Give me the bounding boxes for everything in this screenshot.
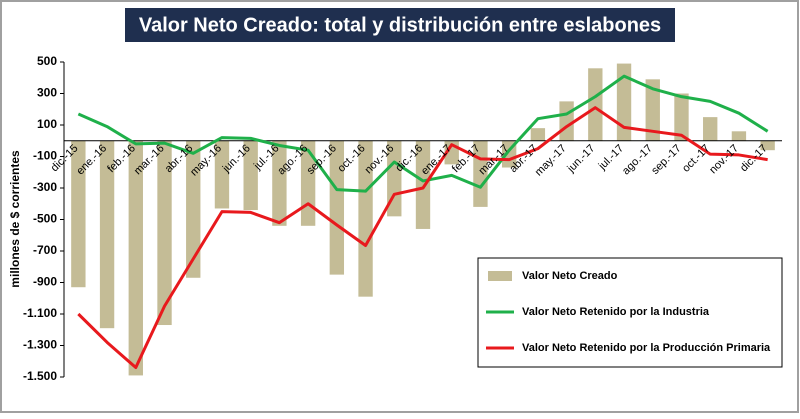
y-tick-label: 100 — [37, 117, 57, 131]
bar — [128, 140, 143, 376]
title-box — [125, 8, 675, 42]
bar — [272, 140, 287, 226]
chart-title: Valor Neto Creado: total y distribución … — [139, 14, 661, 36]
line — [77, 106, 768, 370]
y-axis-label: millones de $ corrientes — [8, 150, 22, 288]
bar — [616, 63, 632, 141]
bar — [358, 140, 373, 297]
y-tick-label: -500 — [33, 212, 57, 226]
y-tick-label: -300 — [33, 180, 57, 194]
y-tick-label: 300 — [37, 86, 57, 100]
legend — [477, 257, 783, 368]
bar — [186, 140, 201, 278]
bar — [588, 68, 603, 141]
bar — [329, 140, 345, 275]
bar — [387, 140, 402, 217]
legend-swatch — [488, 271, 512, 281]
bar — [214, 140, 230, 209]
bar — [243, 140, 258, 211]
bar — [559, 101, 574, 141]
y-tick-label: -700 — [33, 243, 57, 257]
bar — [760, 140, 775, 151]
bar — [703, 117, 718, 141]
bar — [71, 140, 86, 288]
bar — [157, 140, 172, 326]
y-tick-label: -100 — [33, 149, 57, 163]
y-tick-label: -900 — [33, 275, 57, 289]
legend-label: Valor Neto Retenido por la Industria — [522, 306, 710, 318]
legend-label: Valor Neto Creado — [522, 270, 618, 282]
line — [77, 74, 769, 193]
legend-label: Valor Neto Retenido por la Producción Pr… — [522, 342, 771, 354]
y-tick-label: -1.300 — [23, 338, 57, 352]
y-tick-label: -1.500 — [23, 369, 57, 383]
y-tick-label: -1.100 — [23, 306, 57, 320]
bar — [674, 93, 689, 141]
bar — [415, 140, 431, 229]
bar — [530, 128, 546, 141]
bar — [731, 131, 747, 141]
bar — [99, 140, 115, 329]
y-tick-label: 500 — [37, 54, 57, 68]
bar — [645, 79, 660, 141]
